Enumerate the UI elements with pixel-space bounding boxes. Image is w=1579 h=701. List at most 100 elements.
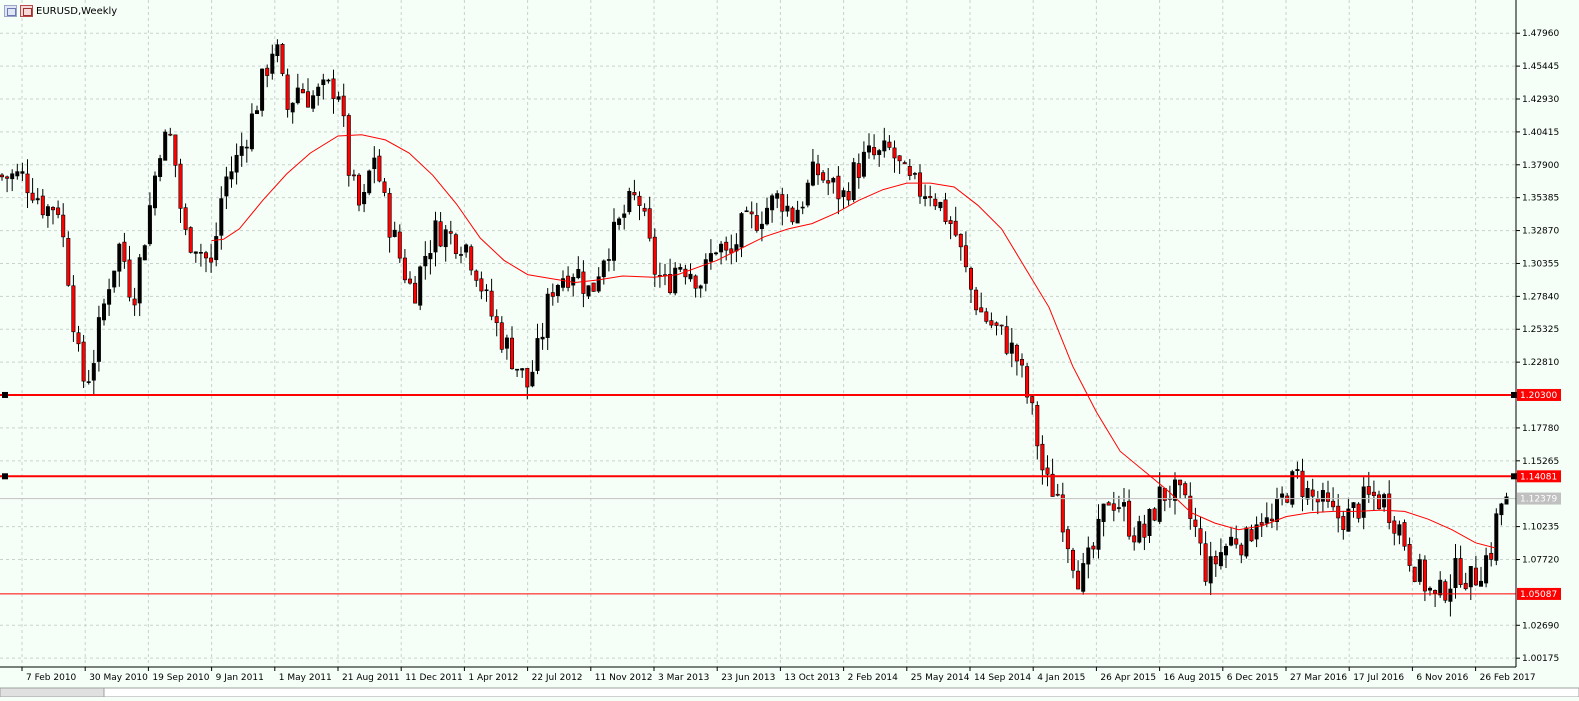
candle	[91, 349, 96, 396]
candle-body-bull	[229, 171, 234, 180]
candle-body-bull	[719, 243, 724, 253]
candle	[316, 83, 321, 106]
candle	[377, 149, 382, 183]
candle	[775, 190, 780, 209]
candle-body-bull	[336, 96, 341, 100]
candle	[892, 140, 897, 173]
candle-body-bear	[1045, 467, 1050, 475]
candle-body-bull	[418, 266, 423, 306]
moving-average-layer	[211, 134, 1496, 549]
level-price-label: 1.05087	[1520, 590, 1557, 600]
candle	[535, 323, 540, 375]
candle	[443, 225, 448, 262]
candle	[999, 324, 1004, 335]
candle	[147, 192, 152, 247]
level-handle-right[interactable]	[1511, 391, 1517, 398]
candle-body-bull	[163, 131, 168, 161]
candle-body-bear	[1259, 522, 1264, 526]
candle-body-bear	[66, 238, 71, 286]
candle	[958, 233, 963, 261]
candle-body-bear	[749, 211, 754, 215]
candle-body-bull	[147, 205, 152, 245]
candle	[1402, 519, 1407, 551]
candle	[193, 251, 198, 263]
candle-body-bull	[785, 205, 790, 212]
level-handle-left[interactable]	[2, 473, 8, 480]
y-tick-label: 1.42930	[1522, 95, 1559, 105]
candle	[275, 39, 280, 63]
candle	[545, 288, 550, 351]
candle-body-bear	[693, 275, 698, 289]
candle	[719, 241, 724, 265]
chart-grid-icon[interactable]	[4, 5, 17, 17]
tab-strip-scrollbar[interactable]	[103, 687, 1579, 698]
candle-body-bear	[351, 174, 356, 177]
candle-body-bear	[1065, 529, 1070, 550]
candle	[1361, 477, 1366, 530]
candle-body-bull	[1244, 527, 1249, 557]
candle-body-bull	[770, 195, 775, 211]
candle	[795, 200, 800, 224]
candle-body-bear	[377, 155, 382, 182]
candle-body-bull	[1361, 486, 1366, 518]
candle	[1377, 490, 1382, 511]
candle	[1229, 527, 1234, 547]
chart-color-icon[interactable]	[20, 5, 33, 17]
candle	[836, 166, 841, 215]
candle	[790, 206, 795, 225]
candle-body-bull	[586, 285, 591, 297]
candle-body-bull	[91, 363, 96, 381]
candle	[311, 90, 316, 112]
candle	[270, 44, 275, 80]
candle	[1341, 510, 1346, 540]
candle-body-bear	[668, 273, 673, 293]
candle	[137, 253, 142, 317]
candle-body-bull	[673, 267, 678, 294]
candle	[1009, 327, 1014, 368]
candle-body-bull	[45, 206, 50, 216]
candle-body-bull	[627, 191, 632, 213]
candle-body-bear	[1310, 489, 1315, 497]
candle-body-bear	[438, 221, 443, 247]
level-handle-left[interactable]	[2, 391, 8, 398]
x-tick-label: 27 Mar 2016	[1290, 673, 1347, 683]
moving-average-line	[211, 134, 1496, 549]
y-tick-label: 1.15265	[1522, 457, 1559, 467]
x-tick-label: 11 Dec 2011	[405, 673, 463, 683]
candle-body-bull	[1116, 507, 1121, 509]
x-tick-label: 9 Jan 2011	[216, 673, 264, 683]
candle	[1479, 566, 1484, 587]
candle-body-bull	[321, 79, 326, 86]
candle	[1453, 543, 1458, 599]
candle	[1218, 538, 1223, 570]
candle-body-bull	[249, 113, 254, 150]
candle-body-bear	[897, 155, 902, 162]
candle	[968, 266, 973, 303]
candle	[10, 169, 15, 192]
candle-body-bear	[958, 233, 963, 248]
x-tick-label: 23 Jun 2013	[721, 673, 775, 683]
candle	[249, 103, 254, 152]
candle	[530, 360, 535, 388]
candle	[469, 244, 474, 276]
candle	[1397, 520, 1402, 545]
level-handle-right[interactable]	[1511, 473, 1517, 480]
candle-body-bear	[1269, 518, 1274, 522]
candle	[1071, 547, 1076, 579]
candle	[81, 334, 86, 389]
candle	[678, 263, 683, 272]
candle-body-bull	[540, 336, 545, 340]
candle	[872, 134, 877, 160]
candle	[1030, 394, 1035, 415]
candle-body-bull	[1290, 471, 1295, 505]
candle-body-bull	[428, 253, 433, 260]
candle-body-bear	[1004, 326, 1009, 354]
candle-body-bull	[1254, 524, 1259, 540]
candle-body-bear	[469, 246, 474, 271]
candle	[25, 159, 30, 209]
x-tick-label: 17 Jul 2016	[1353, 673, 1404, 683]
candle	[0, 173, 5, 181]
y-tick-label: 1.17780	[1522, 424, 1559, 434]
candle-body-bull	[142, 245, 147, 261]
